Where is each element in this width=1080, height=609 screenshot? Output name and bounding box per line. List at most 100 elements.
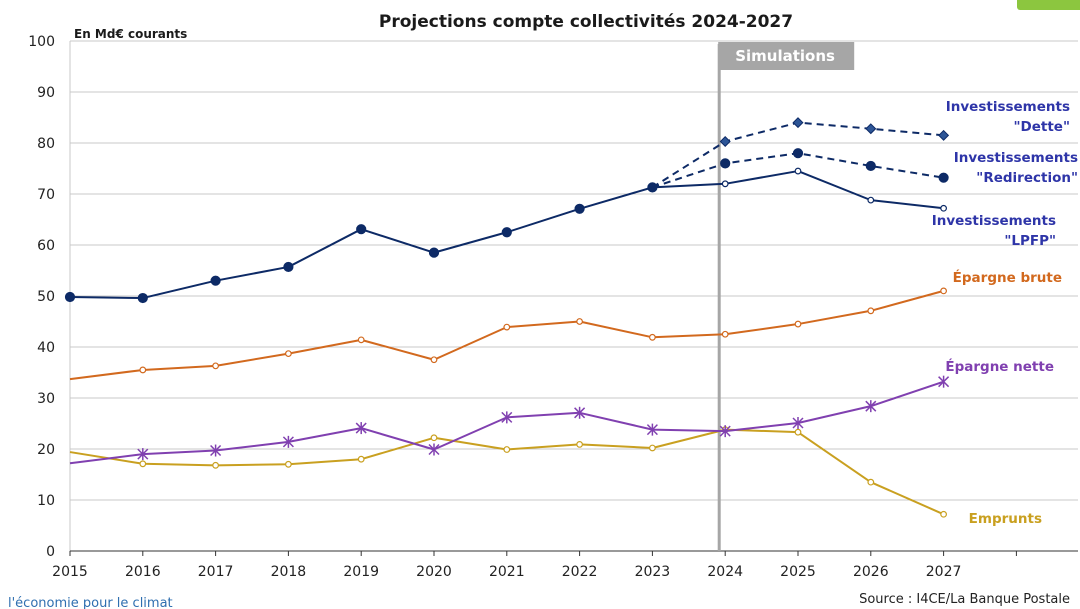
data-point <box>355 422 367 435</box>
data-point <box>940 287 947 295</box>
data-point <box>501 227 512 238</box>
data-point <box>64 291 76 303</box>
series-label-emprunts: Emprunts <box>969 511 1042 527</box>
data-point <box>357 336 365 344</box>
data-point <box>356 224 367 235</box>
series-labels: Investissements "Dette" Investissements "Re… <box>932 99 1078 527</box>
x-tick-label: 2019 <box>343 564 379 580</box>
series-line-epargne_brute <box>69 289 944 381</box>
data-point <box>501 411 513 424</box>
chart-title: Projections compte collectivités 2024-20… <box>379 12 793 32</box>
x-tick-label: 2027 <box>926 564 962 580</box>
data-point <box>794 320 802 328</box>
data-point <box>794 428 802 436</box>
data-point <box>938 172 949 183</box>
unit-label: En Md€ courants <box>74 27 187 41</box>
x-tick-label: 2022 <box>562 564 598 580</box>
data-point <box>503 323 511 331</box>
x-tick-label: 2016 <box>125 564 161 580</box>
x-tick-label: 2018 <box>271 564 307 580</box>
series-emprunts <box>69 426 947 518</box>
x-tick-label: 2017 <box>198 564 234 580</box>
data-point <box>867 196 875 204</box>
y-tick-label: 40 <box>37 340 55 356</box>
y-tick-label: 80 <box>37 136 55 152</box>
series-line-emprunts <box>69 428 945 516</box>
data-point <box>503 446 511 453</box>
data-point <box>646 423 658 436</box>
footer-left-text[interactable]: l'économie pour le climat <box>8 596 173 609</box>
source-text: Source : I4CE/La Banque Postale <box>859 592 1070 607</box>
data-point <box>212 461 220 469</box>
series-group <box>64 117 950 518</box>
data-point <box>212 362 220 370</box>
data-point <box>430 356 438 364</box>
data-point <box>210 275 221 286</box>
data-point <box>721 180 729 188</box>
data-point <box>576 318 583 325</box>
series-label-lpfp: Investissements "LPFP" <box>932 213 1056 249</box>
data-point <box>719 135 731 147</box>
simulation-label-box <box>718 42 855 70</box>
data-point <box>576 441 583 448</box>
y-tick-label: 70 <box>37 187 55 203</box>
data-point <box>940 510 947 518</box>
data-point <box>649 333 656 341</box>
data-point <box>792 148 804 159</box>
y-tick-label: 100 <box>28 34 55 50</box>
x-tick-label: 2015 <box>52 564 88 580</box>
series-label-dette: Investissements "Dette" <box>946 99 1070 135</box>
series-dette <box>651 117 950 189</box>
series-historique <box>64 182 658 304</box>
data-point <box>649 444 656 452</box>
data-point <box>647 182 658 193</box>
y-tick-label: 90 <box>37 85 55 101</box>
series-redirection <box>652 148 949 189</box>
x-tick-label: 2025 <box>780 564 816 580</box>
data-point <box>940 204 947 212</box>
data-point <box>792 416 804 429</box>
y-tick-label: 50 <box>37 289 55 305</box>
data-point <box>139 366 147 374</box>
data-point <box>938 375 950 388</box>
series-epargne_nette <box>69 375 950 465</box>
x-tick-label: 2020 <box>416 564 452 580</box>
data-point <box>283 261 294 273</box>
series-label-redirection: Investissements "Redirection" <box>954 150 1078 186</box>
data-point <box>428 247 440 258</box>
series-lpfp <box>652 167 947 212</box>
data-point <box>282 435 294 448</box>
x-tick-label: 2023 <box>635 564 671 580</box>
data-point <box>865 123 877 135</box>
data-point <box>574 406 586 419</box>
data-point <box>938 129 950 141</box>
data-point <box>357 455 365 463</box>
data-point <box>139 460 147 468</box>
data-point <box>428 443 440 456</box>
data-point <box>865 400 877 413</box>
data-point <box>285 460 292 468</box>
data-point <box>137 292 148 304</box>
data-point <box>430 434 438 442</box>
corner-tag <box>1017 0 1080 10</box>
series-label-epargne_nette: Épargne nette <box>945 358 1054 375</box>
data-point <box>867 307 875 315</box>
series-line-historique <box>69 186 653 300</box>
y-tick-label: 60 <box>37 238 55 254</box>
data-point <box>865 160 876 172</box>
data-point <box>720 158 731 169</box>
y-tick-label: 30 <box>37 391 55 407</box>
data-point <box>137 448 149 461</box>
x-tick-label: 2026 <box>853 564 889 580</box>
data-point <box>721 330 729 338</box>
series-line-lpfp <box>652 170 944 210</box>
simulation-label: Simulations <box>735 47 835 65</box>
x-axis-ticks: 2015 2016 2017 2018 2019 2020 2021 2022 2023 2024… <box>52 551 1017 580</box>
y-axis-ticks: 0 10 20 30 40 50 60 70 80 90 100 <box>28 34 55 560</box>
data-point <box>867 478 875 486</box>
data-point <box>719 425 731 438</box>
y-tick-label: 0 <box>46 544 55 560</box>
x-tick-label: 2021 <box>489 564 525 580</box>
data-point <box>285 350 292 358</box>
